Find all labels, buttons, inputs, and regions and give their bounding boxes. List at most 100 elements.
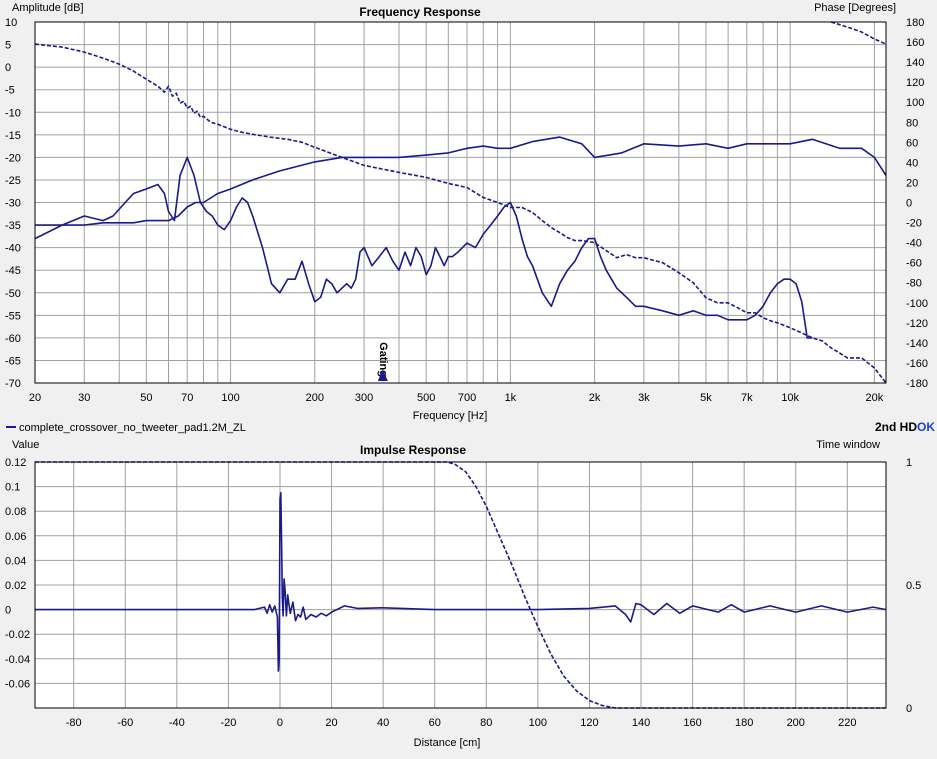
- ir-x-tick-label: 0: [277, 717, 283, 729]
- fr-y-tick-label: -40: [5, 243, 21, 255]
- gating-marker[interactable]: Gating: [377, 342, 389, 381]
- fr-y-tick-label: 10: [5, 17, 17, 29]
- fr-x-tick-label: 2k: [589, 392, 601, 404]
- ir-x-tick-label: 20: [325, 717, 337, 729]
- fr-y2-tick-label: 120: [906, 77, 924, 89]
- fr-y-tick-label: -15: [5, 130, 21, 142]
- gating-marker-label: Gating: [377, 342, 389, 377]
- ir-x-tick-label: 200: [787, 717, 805, 729]
- fr-x-tick-label: 20: [29, 392, 41, 404]
- fr-x-tick-label: 20k: [866, 392, 884, 404]
- fr-x-tick-label: 10k: [781, 392, 799, 404]
- fr-grid: [35, 21, 886, 384]
- ir-y2-tick-label: 0: [906, 703, 912, 715]
- fr-y-tick-label: 5: [5, 40, 11, 52]
- frequency-response-chart: 20 30 50 70 100 200 300 500 700 1k 2k 3k 5k 7k 10k 20k1…: [5, 2, 928, 422]
- ir-y-tick-label: -0.06: [5, 678, 30, 690]
- fr-x-tick-label: 200: [306, 392, 324, 404]
- legend-entry-label: complete_crossover_no_tweeter_pad1.2M_ZL: [19, 422, 246, 434]
- ir-x-tick-label: 40: [377, 717, 389, 729]
- fr-y2-tick-label: -160: [906, 358, 928, 370]
- ir-y-tick-label: 0.12: [5, 457, 26, 469]
- ir-y-tick-label: 0.02: [5, 580, 26, 592]
- ir-chart-title: Impulse Response: [360, 443, 466, 457]
- fr-y2-tick-label: -20: [906, 218, 922, 230]
- fr-x-axis-label: Frequency [Hz]: [413, 410, 488, 422]
- ir-x-tick-label: 80: [480, 717, 492, 729]
- fr-y-tick-label: -25: [5, 175, 21, 187]
- ir-y-tick-label: 0.06: [5, 531, 26, 543]
- harmonics-label: 2nd HD: [875, 420, 917, 434]
- fr-tick-labels: 20 30 50 70 100 200 300 500 700 1k 2k 3k 5k 7k 10k 20k1…: [5, 17, 928, 404]
- fr-y2-tick-label: -140: [906, 338, 928, 350]
- fr-y-tick-label: -70: [5, 378, 21, 390]
- fr-y-tick-label: -65: [5, 355, 21, 367]
- ir-x-tick-label: -80: [66, 717, 82, 729]
- fr-y2-tick-label: -60: [906, 258, 922, 270]
- ir-tick-labels: -80 -60 -40 -20 0 20 40 60 80 100 120 140 160 180 200 2…: [5, 457, 921, 729]
- fr-x-tick-label: 7k: [741, 392, 753, 404]
- fr-y-tick-label: -55: [5, 310, 21, 322]
- ir-x-tick-label: 140: [632, 717, 650, 729]
- fr-y-tick-label: -30: [5, 198, 21, 210]
- fr-y-tick-label: -35: [5, 220, 21, 232]
- ir-x-tick-label: 160: [683, 717, 701, 729]
- fr-y2-tick-label: 80: [906, 117, 918, 129]
- legend-strip: complete_crossover_no_tweeter_pad1.2M_ZL…: [6, 420, 935, 434]
- fr-x-tick-label: 300: [355, 392, 373, 404]
- ir-series-0-line: [35, 491, 887, 672]
- fr-y2-tick-label: -40: [906, 238, 922, 250]
- ir-x-tick-label: 220: [838, 717, 856, 729]
- fr-x-tick-label: 50: [140, 392, 152, 404]
- ir-x-tick-label: 60: [429, 717, 441, 729]
- fr-y-tick-label: -50: [5, 288, 21, 300]
- fr-series-0-line: [35, 136, 887, 226]
- ir-y-tick-label: -0.02: [5, 629, 30, 641]
- fr-y2-tick-label: 100: [906, 97, 924, 109]
- ir-x-tick-label: -60: [117, 717, 133, 729]
- impulse-response-chart: -80 -60 -40 -20 0 20 40 60 80 100 120 140 160 180 200 2…: [5, 439, 921, 749]
- fr-y2-tick-label: 180: [906, 17, 924, 29]
- fr-x-tick-label: 5k: [700, 392, 712, 404]
- fr-x-tick-label: 3k: [638, 392, 650, 404]
- ok-label[interactable]: OK: [917, 420, 935, 434]
- ir-y-tick-label: 0.1: [5, 482, 20, 494]
- fr-y2-tick-label: 0: [906, 198, 912, 210]
- fr-series-1-line: [34, 156, 813, 339]
- ir-x-tick-label: -40: [169, 717, 185, 729]
- ir-x-axis-label: Distance [cm]: [414, 737, 481, 749]
- fr-y-tick-label: -10: [5, 107, 21, 119]
- fr-plot-frame: [34, 21, 887, 384]
- fr-y-tick-label: -5: [5, 85, 15, 97]
- fr-y-tick-label: -20: [5, 152, 21, 164]
- ir-y-tick-label: 0: [5, 605, 11, 617]
- fr-y2-tick-label: 140: [906, 57, 924, 69]
- ir-series-layer: [35, 461, 887, 709]
- fr-series-3-line: [830, 21, 887, 45]
- fr-series-layer: [34, 21, 887, 384]
- harmonics-toggle[interactable]: 2nd HDOK: [875, 420, 935, 434]
- ir-y2-tick-label: 1: [906, 457, 912, 469]
- fr-series-2-line: [34, 43, 887, 384]
- fr-y2-tick-label: 60: [906, 137, 918, 149]
- fr-x-tick-label: 500: [417, 392, 435, 404]
- ir-x-tick-label: 180: [735, 717, 753, 729]
- fr-y2-tick-label: -100: [906, 298, 928, 310]
- fr-y2-axis-label: Phase [Degrees]: [814, 2, 896, 14]
- fr-y2-tick-label: 160: [906, 37, 924, 49]
- fr-y2-tick-label: -180: [906, 378, 928, 390]
- fr-y2-tick-label: -80: [906, 278, 922, 290]
- ir-y-tick-label: -0.04: [5, 654, 30, 666]
- gating-arrow-icon: [377, 369, 388, 381]
- fr-chart-title: Frequency Response: [359, 5, 481, 19]
- fr-y2-tick-label: 20: [906, 177, 918, 189]
- fr-y-tick-label: 0: [5, 62, 11, 74]
- fr-x-tick-label: 1k: [505, 392, 517, 404]
- ir-x-tick-label: -20: [220, 717, 236, 729]
- fr-x-tick-label: 30: [78, 392, 90, 404]
- fr-y2-tick-label: -120: [906, 318, 928, 330]
- ir-series-1-line: [35, 461, 886, 709]
- ir-y-tick-label: 0.08: [5, 506, 26, 518]
- fr-y-tick-label: -45: [5, 265, 21, 277]
